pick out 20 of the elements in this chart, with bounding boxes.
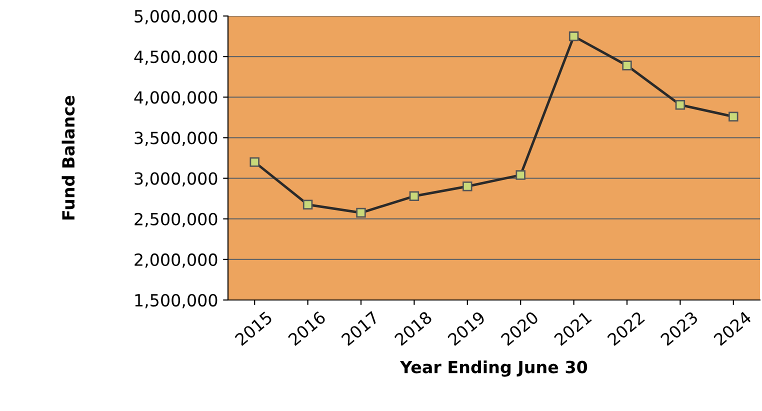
point bbox=[302, 200, 313, 210]
y-tick-label: 2,000,000 bbox=[134, 253, 218, 268]
y-tick-label: 1,500,000 bbox=[135, 294, 218, 308]
point bbox=[462, 182, 472, 192]
point bbox=[568, 31, 579, 42]
y-tick-label: 4,500,000 bbox=[134, 50, 218, 65]
point bbox=[622, 60, 632, 70]
point bbox=[250, 157, 260, 167]
x-axis-title: Year Ending June 30 bbox=[400, 360, 588, 377]
y-tick-label: 2,500,000 bbox=[134, 212, 218, 228]
point bbox=[356, 208, 366, 218]
point bbox=[409, 191, 420, 201]
y-tick-label: 3,000,000 bbox=[134, 172, 218, 187]
y-axis-title: Fund Balance bbox=[62, 96, 75, 220]
y-tick-label: 5,000,000 bbox=[134, 10, 218, 24]
point bbox=[675, 100, 686, 110]
y-tick-label: 3,500,000 bbox=[134, 132, 218, 146]
point bbox=[728, 112, 738, 122]
y-tick-label: 4,000,000 bbox=[134, 91, 218, 106]
point bbox=[516, 170, 526, 180]
